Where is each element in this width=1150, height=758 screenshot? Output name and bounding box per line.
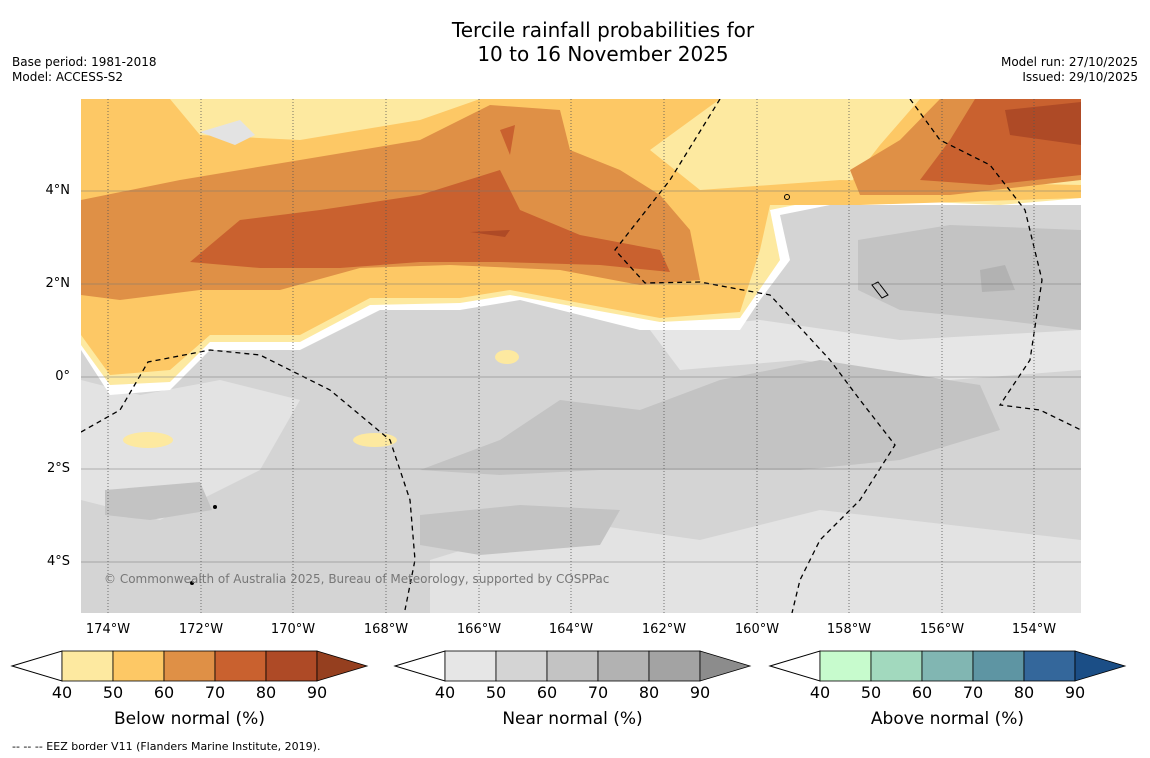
below-normal-80-area: [1005, 102, 1081, 145]
eez-border: [614, 99, 896, 613]
model-info: Base period: 1981-2018 Model: ACCESS-S2: [12, 55, 157, 85]
lon-tick: 162°W: [641, 622, 687, 637]
lon-tick: 154°W: [1011, 622, 1057, 637]
near-normal-40-patch: [81, 380, 300, 520]
colorbar-tick: 50: [860, 683, 882, 702]
colorbar-near: [393, 650, 752, 682]
island-outline: [190, 581, 194, 585]
below-normal-70-area: [190, 170, 670, 272]
near-normal-60-patch: [858, 225, 1081, 330]
colorbar-min-arrow: [393, 650, 446, 682]
island-outline: [871, 281, 889, 299]
lon-tick: 156°W: [919, 622, 965, 637]
colorbar-tick: 70: [204, 683, 226, 702]
colorbar-segment: [265, 650, 318, 682]
colorbar-max-arrow: [316, 650, 369, 682]
near-normal-70-patch: [980, 265, 1015, 292]
probability-field: [81, 99, 1081, 613]
lat-tick: 0°: [55, 369, 70, 384]
near-normal-40-patch: [650, 320, 1081, 380]
below-normal-70-area: [500, 125, 515, 155]
colorbar-segment: [495, 650, 548, 682]
colorbar-segment: [921, 650, 974, 682]
model-name: Model: ACCESS-S2: [12, 70, 124, 84]
colorbar-segment: [1023, 650, 1076, 682]
colorbar-segment: [648, 650, 701, 682]
lon-tick: 158°W: [826, 622, 872, 637]
colorbar-tick: 80: [638, 683, 660, 702]
lon-tick: 160°W: [734, 622, 780, 637]
colorbar-title-above: Above normal (%): [870, 709, 1025, 729]
base-period: Base period: 1981-2018: [12, 55, 157, 69]
colorbar-tick: 70: [587, 683, 609, 702]
below-normal-spot: [123, 432, 173, 448]
colorbar-tick: 50: [485, 683, 507, 702]
colorbar-segment: [819, 650, 872, 682]
colorbar-tick: 40: [809, 683, 831, 702]
latitude-gridlines: [81, 190, 1081, 563]
colorbar-segment: [444, 650, 497, 682]
lon-tick: 168°W: [363, 622, 409, 637]
lat-tick: 2°N: [45, 276, 71, 291]
model-run: Model run: 27/10/2025: [1000, 55, 1138, 69]
colorbar-tick: 40: [434, 683, 456, 702]
colorbar-segment: [112, 650, 165, 682]
near-normal-60-patch: [420, 360, 1000, 475]
colorbar-segment: [61, 650, 114, 682]
below-normal-spot: [495, 350, 519, 364]
colorbar-segment: [546, 650, 599, 682]
colorbar-max-arrow: [699, 650, 752, 682]
colorbar-tick: 90: [1064, 683, 1086, 702]
colorbar-title-below: Below normal (%): [114, 709, 265, 729]
colorbar-tick: 90: [306, 683, 328, 702]
island-outline: [784, 194, 790, 200]
colorbar-tick: 70: [962, 683, 984, 702]
near-normal-40-patch: [200, 120, 255, 145]
colorbar-min-arrow: [768, 650, 821, 682]
colorbar-below: [10, 650, 369, 682]
colorbar-title-near: Near normal (%): [502, 709, 643, 729]
colorbar-min-arrow: [10, 650, 63, 682]
colorbar-tick: 60: [153, 683, 175, 702]
colorbar-segment: [163, 650, 216, 682]
colorbar-tick: 60: [536, 683, 558, 702]
lon-tick: 170°W: [270, 622, 316, 637]
title-line-2: 10 to 16 November 2025: [477, 42, 729, 66]
colorbar-tick: 60: [911, 683, 933, 702]
colorbar-segment: [214, 650, 267, 682]
island-outline: [213, 505, 217, 509]
near-normal-60-patch: [420, 505, 620, 555]
colorbar-above: [768, 650, 1127, 682]
colorbar-tick: 50: [102, 683, 124, 702]
copyright-notice: © Commonwealth of Australia 2025, Bureau…: [104, 572, 610, 586]
colorbar-tick: 40: [51, 683, 73, 702]
below-normal-80-area: [470, 230, 510, 237]
lon-tick: 174°W: [85, 622, 131, 637]
issued-date: Issued: 29/10/2025: [1022, 70, 1138, 84]
lon-tick: 164°W: [548, 622, 594, 637]
run-info: Model run: 27/10/2025 Issued: 29/10/2025: [1001, 55, 1138, 85]
lat-tick: 2°S: [46, 461, 70, 476]
near-normal-60-patch: [105, 482, 212, 520]
lat-tick: 4°S: [46, 554, 70, 569]
colorbar-tick: 90: [689, 683, 711, 702]
colorbar-tick: 80: [1013, 683, 1035, 702]
eez-border: [81, 349, 416, 611]
eez-footnote: -- -- -- EEZ border V11 (Flanders Marine…: [12, 740, 321, 753]
colorbar-segment: [972, 650, 1025, 682]
colorbar-segment: [597, 650, 650, 682]
colorbar-segment: [870, 650, 923, 682]
lat-tick: 4°N: [45, 183, 71, 198]
lon-tick: 172°W: [178, 622, 224, 637]
lon-tick: 166°W: [456, 622, 502, 637]
map-title: Tercile rainfall probabilities for 10 to…: [0, 18, 1150, 66]
colorbar-max-arrow: [1074, 650, 1127, 682]
title-line-1: Tercile rainfall probabilities for: [451, 18, 755, 42]
eez-border: [909, 99, 1081, 431]
colorbar-tick: 80: [255, 683, 277, 702]
